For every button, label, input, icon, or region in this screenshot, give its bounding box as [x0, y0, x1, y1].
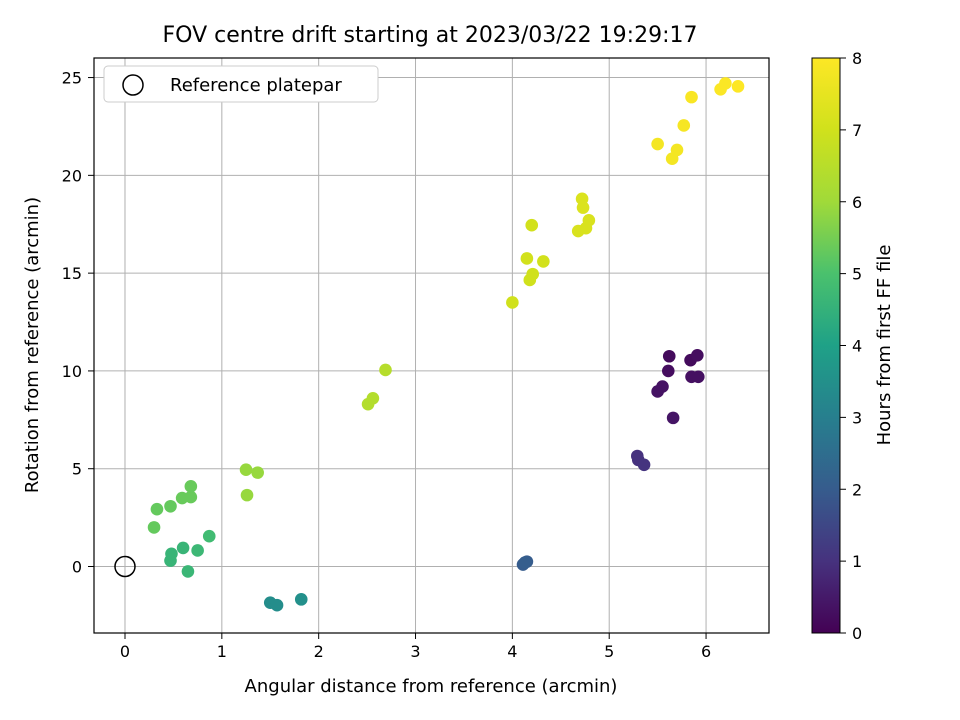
colorbar-tick-label-2: 2 [852, 480, 862, 499]
x-axis-ticks: 0 1 2 3 4 5 6 [120, 633, 711, 661]
data-point-39 [520, 252, 534, 265]
legend-marker-icon [122, 74, 144, 96]
y-tick-label-0: 0 [72, 558, 82, 577]
data-point-28 [184, 490, 198, 504]
x-tick-label-1: 1 [217, 642, 227, 661]
legend-box [103, 65, 379, 103]
data-point-22 [191, 544, 204, 557]
data-point-11 [637, 458, 651, 472]
data-point-20 [176, 541, 190, 555]
x-tick-label-6: 6 [701, 642, 711, 661]
data-point-53 [719, 77, 732, 90]
y-tick-label-2: 10 [62, 362, 82, 381]
data-point-7 [651, 385, 664, 398]
data-point-41 [525, 218, 539, 232]
colorbar-tick-label-8: 8 [852, 49, 862, 68]
y-tick-label-4: 20 [62, 166, 82, 185]
data-point-23 [202, 529, 216, 543]
x-tick-label-2: 2 [314, 642, 324, 661]
data-point-16 [270, 598, 284, 612]
data-point-35 [379, 363, 392, 377]
y-tick-label-3: 15 [62, 264, 82, 283]
data-point-26 [164, 499, 177, 513]
data-point-3 [661, 364, 675, 378]
colorbar-tick-label-4: 4 [852, 337, 862, 356]
data-point-5 [692, 370, 705, 384]
data-point-44 [582, 214, 596, 227]
grid-lines [94, 58, 769, 633]
colorbar-label: Hours from first FF file [874, 245, 895, 446]
x-axis-label: Angular distance from reference (arcmin) [245, 676, 618, 697]
colorbar-tick-label-3: 3 [852, 408, 862, 427]
x-tick-label-5: 5 [604, 642, 614, 661]
data-point-50 [677, 119, 691, 132]
x-tick-label-0: 0 [120, 642, 130, 661]
data-point-2 [691, 348, 704, 362]
data-point-0 [662, 349, 676, 363]
y-axis-ticks: 0 5 10 15 20 25 [62, 69, 94, 577]
data-point-36 [506, 296, 519, 309]
data-point-34 [366, 392, 380, 405]
data-point-24 [147, 521, 161, 534]
colorbar: 0 1 2 3 4 5 6 7 8 Hours from first FF file [811, 49, 895, 643]
data-point-38 [526, 267, 540, 281]
data-point-31 [239, 463, 253, 476]
data-point-21 [181, 565, 195, 578]
colorbar-ticks: 0 1 2 3 4 5 6 7 8 [840, 49, 862, 643]
colorbar-tick-label-7: 7 [852, 121, 862, 140]
x-tick-label-4: 4 [507, 642, 517, 661]
data-point-29 [184, 480, 198, 493]
data-point-30 [240, 488, 254, 502]
colorbar-tick-label-1: 1 [852, 552, 862, 571]
y-tick-label-1: 5 [72, 460, 82, 479]
chart-title: FOV centre drift starting at 2023/03/22 … [163, 23, 698, 48]
data-point-19 [165, 547, 178, 561]
y-axis-label: Rotation from reference (arcmin) [22, 197, 43, 493]
colorbar-tick-label-5: 5 [852, 265, 862, 284]
data-point-49 [670, 143, 684, 157]
x-tick-label-3: 3 [410, 642, 420, 661]
plot-frame [93, 57, 770, 634]
data-point-17 [294, 593, 308, 606]
colorbar-gradient [811, 57, 841, 634]
data-point-51 [685, 90, 698, 104]
colorbar-tick-label-6: 6 [852, 193, 862, 212]
data-point-14 [518, 556, 532, 569]
data-point-40 [537, 255, 550, 268]
data-point-8 [666, 411, 680, 425]
legend: Reference platepar [103, 65, 379, 103]
y-tick-label-5: 25 [62, 69, 82, 88]
reference-platepar-marker [114, 555, 136, 578]
data-point-32 [251, 466, 264, 479]
legend-entry-reference-platepar: Reference platepar [170, 75, 342, 96]
data-point-54 [731, 80, 745, 93]
colorbar-tick-label-0: 0 [852, 624, 862, 643]
data-point-46 [575, 192, 589, 206]
data-point-47 [651, 137, 664, 151]
scatter-points [147, 77, 745, 612]
data-point-25 [150, 502, 164, 516]
